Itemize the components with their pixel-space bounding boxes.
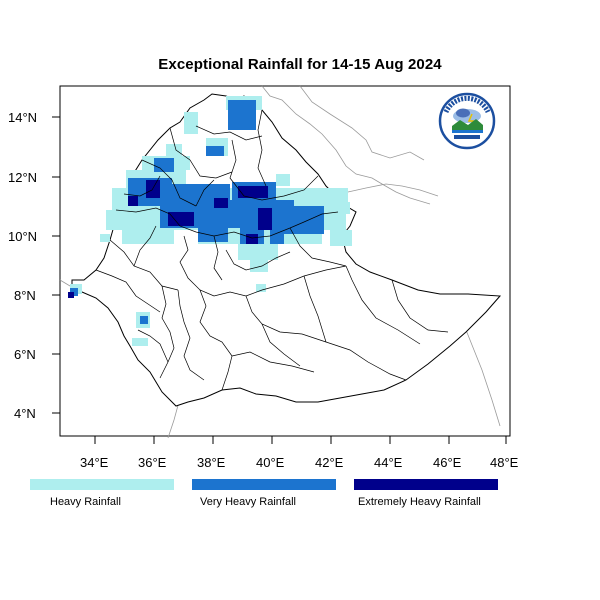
lat-tick-label: 4°N [14,406,36,421]
legend-swatch-extremely-heavy [354,479,498,490]
lat-tick-label: 6°N [14,347,36,362]
lon-tick-label: 48°E [490,455,519,470]
lat-tick-label: 14°N [8,110,37,125]
lat-tick-label: 8°N [14,288,36,303]
lon-tick-label: 36°E [138,455,167,470]
plot-frame [59,85,511,437]
ethiopian-meteorology-institute-logo [438,92,496,150]
legend-label-extremely-heavy: Extremely Heavy Rainfall [358,496,481,508]
ethiopia-outline [71,93,502,407]
lon-tick-label: 46°E [433,455,462,470]
lon-tick-label: 38°E [197,455,226,470]
legend-label-heavy: Heavy Rainfall [50,496,121,508]
legend-label-very-heavy: Very Heavy Rainfall [200,496,296,508]
lon-tick-label: 34°E [80,455,109,470]
lon-axis [94,436,507,444]
legend-swatch-heavy [30,479,174,490]
lat-tick-label: 10°N [8,229,37,244]
lon-tick-label: 40°E [256,455,285,470]
region-boundaries [95,109,449,391]
lat-axis [52,116,60,414]
lon-tick-label: 44°E [374,455,403,470]
ethiopia-map [68,93,502,407]
map-title: Exceptional Rainfall for 14-15 Aug 2024 [158,56,442,73]
lat-tick-label: 12°N [8,170,37,185]
extremely-heavy-rainfall-cells [68,180,272,298]
legend-swatch-very-heavy [192,479,336,490]
lon-tick-label: 42°E [315,455,344,470]
